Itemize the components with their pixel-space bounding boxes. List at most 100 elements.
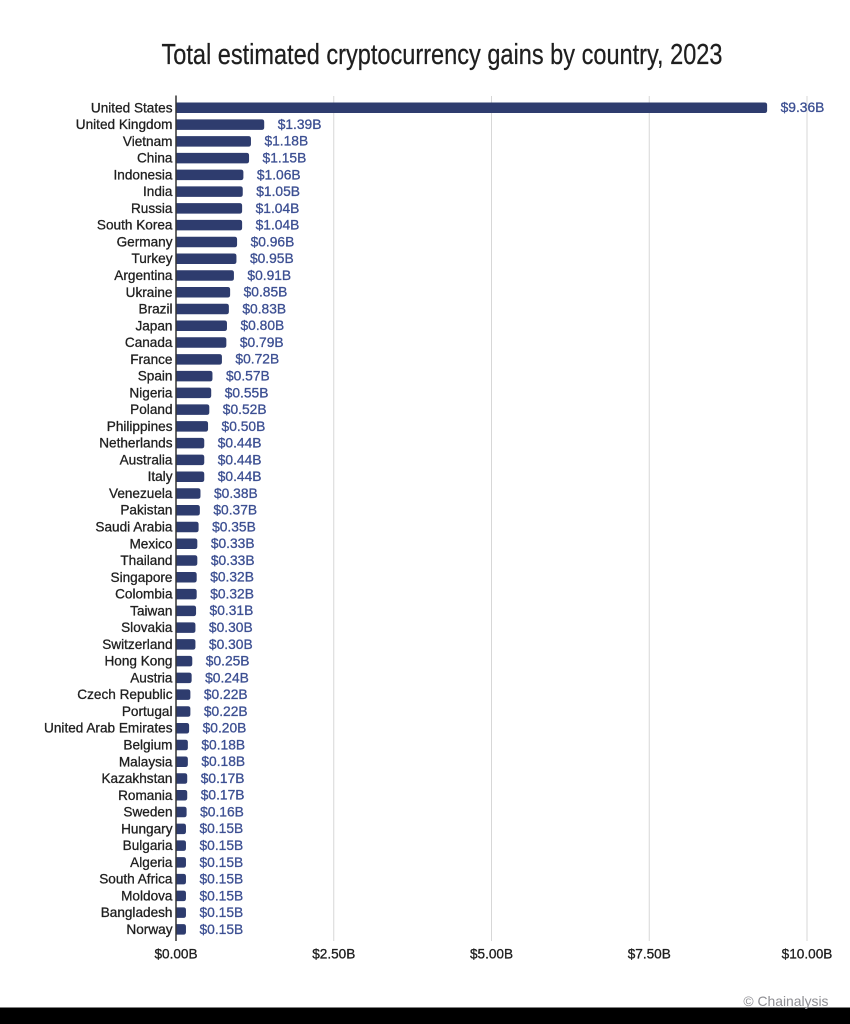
svg-text:$0.38B: $0.38B [214,486,258,501]
svg-text:Belgium: Belgium [123,737,172,752]
svg-text:$0.20B: $0.20B [203,721,247,736]
svg-text:$0.50B: $0.50B [222,419,266,434]
svg-text:$0.32B: $0.32B [210,570,254,585]
svg-text:$0.32B: $0.32B [210,586,254,601]
svg-text:Ukraine: Ukraine [126,285,173,300]
svg-text:Mexico: Mexico [129,536,172,551]
svg-text:Switzerland: Switzerland [102,637,172,652]
svg-text:Pakistan: Pakistan [120,503,172,518]
svg-text:$1.04B: $1.04B [256,201,300,216]
svg-text:South Korea: South Korea [97,218,173,233]
svg-text:$0.33B: $0.33B [211,553,255,568]
svg-text:$0.30B: $0.30B [209,620,253,635]
svg-text:Philippines: Philippines [107,419,173,434]
svg-text:$0.72B: $0.72B [235,352,279,367]
svg-text:Venezuela: Venezuela [109,486,173,501]
svg-text:$0.15B: $0.15B [199,922,243,937]
svg-text:$0.80B: $0.80B [240,318,284,333]
svg-text:Australia: Australia [120,452,173,467]
svg-text:$0.52B: $0.52B [223,402,267,417]
svg-text:Russia: Russia [131,201,173,216]
svg-text:Germany: Germany [117,234,173,249]
svg-text:Total estimated cryptocurrency: Total estimated cryptocurrency gains by … [162,39,723,71]
svg-text:Hong Kong: Hong Kong [104,654,172,669]
svg-text:$0.18B: $0.18B [201,737,245,752]
svg-text:South Africa: South Africa [99,872,173,887]
svg-text:$0.00B: $0.00B [154,947,197,962]
svg-text:$1.15B: $1.15B [263,151,307,166]
svg-text:$1.04B: $1.04B [256,218,300,233]
svg-text:Netherlands: Netherlands [99,436,173,451]
svg-text:$0.83B: $0.83B [242,301,286,316]
svg-text:Bangladesh: Bangladesh [101,905,173,920]
svg-text:$0.55B: $0.55B [225,385,269,400]
svg-text:United Kingdom: United Kingdom [76,117,173,132]
svg-text:France: France [130,352,172,367]
svg-text:$0.17B: $0.17B [201,788,245,803]
svg-text:Austria: Austria [130,670,173,685]
svg-text:Vietnam: Vietnam [123,134,173,149]
svg-text:$2.50B: $2.50B [312,947,355,962]
svg-text:$9.36B: $9.36B [781,100,825,115]
svg-text:$1.06B: $1.06B [257,167,301,182]
svg-text:$5.00B: $5.00B [470,947,513,962]
svg-text:$0.35B: $0.35B [212,519,256,534]
svg-text:Kazakhstan: Kazakhstan [101,771,172,786]
svg-text:Taiwan: Taiwan [130,603,172,618]
svg-text:Argentina: Argentina [114,268,173,283]
svg-text:$0.95B: $0.95B [250,251,294,266]
svg-text:$0.18B: $0.18B [201,754,245,769]
svg-text:Moldova: Moldova [121,888,173,903]
svg-text:Hungary: Hungary [121,821,173,836]
svg-text:Japan: Japan [135,318,172,333]
svg-text:China: China [137,151,173,166]
svg-text:Italy: Italy [148,469,173,484]
svg-text:Colombia: Colombia [115,587,173,602]
svg-text:$0.37B: $0.37B [213,503,257,518]
svg-text:$0.17B: $0.17B [201,771,245,786]
svg-text:$0.44B: $0.44B [218,469,262,484]
svg-text:$0.79B: $0.79B [240,335,284,350]
svg-text:$0.15B: $0.15B [199,905,243,920]
svg-text:Slovakia: Slovakia [121,620,173,635]
svg-text:$0.57B: $0.57B [226,368,270,383]
svg-text:$0.15B: $0.15B [199,838,243,853]
svg-text:Spain: Spain [138,369,173,384]
svg-text:$0.15B: $0.15B [199,872,243,887]
svg-text:$10.00B: $10.00B [782,947,833,962]
svg-text:Bulgaria: Bulgaria [123,838,173,853]
svg-text:United States: United States [91,100,173,115]
svg-text:Indonesia: Indonesia [114,167,173,182]
svg-text:Turkey: Turkey [131,251,172,266]
svg-text:Brazil: Brazil [139,302,173,317]
svg-text:$0.16B: $0.16B [200,804,244,819]
svg-text:$0.15B: $0.15B [199,855,243,870]
svg-text:$0.24B: $0.24B [205,670,249,685]
svg-text:Portugal: Portugal [122,704,173,719]
svg-text:$7.50B: $7.50B [628,947,671,962]
svg-text:$0.25B: $0.25B [206,654,250,669]
svg-text:Poland: Poland [130,402,172,417]
svg-text:Sweden: Sweden [123,805,172,820]
svg-text:© Chainalysis: © Chainalysis [743,993,828,1009]
svg-text:Nigeria: Nigeria [129,385,173,400]
svg-text:$0.85B: $0.85B [244,285,288,300]
svg-text:Malaysia: Malaysia [119,754,173,769]
svg-text:$0.15B: $0.15B [199,821,243,836]
svg-text:United Arab Emirates: United Arab Emirates [44,721,173,736]
svg-text:$1.18B: $1.18B [264,134,308,149]
svg-text:$1.05B: $1.05B [256,184,300,199]
svg-text:Czech Republic: Czech Republic [77,687,172,702]
svg-text:$0.15B: $0.15B [199,888,243,903]
svg-text:$0.44B: $0.44B [218,436,262,451]
svg-text:Saudi Arabia: Saudi Arabia [95,520,173,535]
svg-text:Canada: Canada [125,335,173,350]
svg-text:$0.30B: $0.30B [209,637,253,652]
svg-text:$0.31B: $0.31B [210,603,254,618]
svg-text:$0.96B: $0.96B [251,234,295,249]
svg-text:$0.91B: $0.91B [247,268,291,283]
svg-text:India: India [143,184,173,199]
svg-text:Romania: Romania [118,788,173,803]
svg-text:Singapore: Singapore [111,570,173,585]
svg-text:$0.22B: $0.22B [204,687,248,702]
